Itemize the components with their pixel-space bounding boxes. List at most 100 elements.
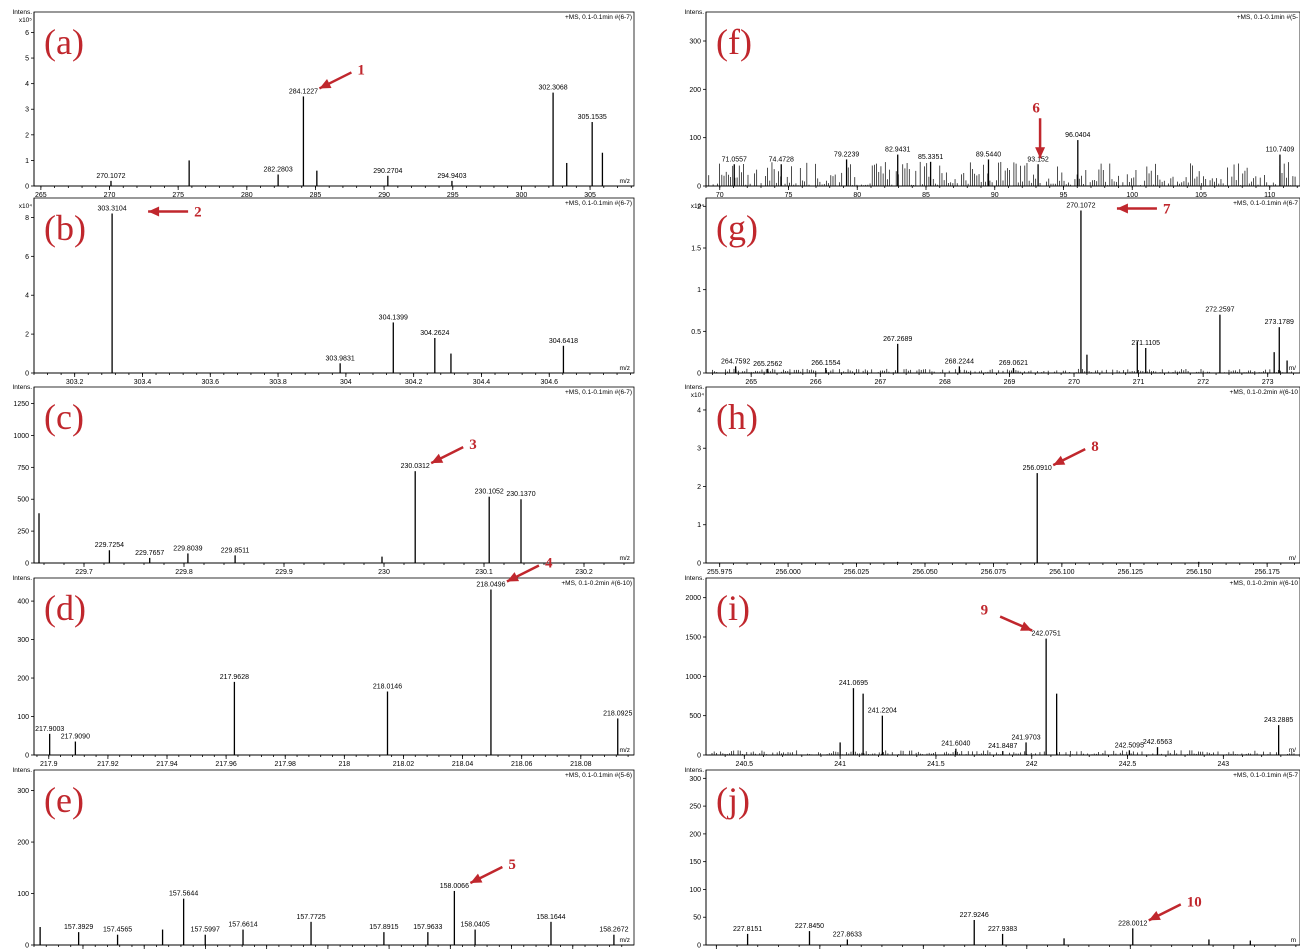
annotation-arrow: 1 bbox=[318, 62, 365, 90]
peak-label: 284.1227 bbox=[289, 88, 318, 95]
peak-label: 157.5997 bbox=[191, 927, 220, 934]
peak-label: 290.2704 bbox=[373, 168, 402, 175]
y-tick-label: 4 bbox=[697, 407, 701, 414]
x-tick-label: 304.6 bbox=[540, 379, 558, 386]
spectrum-panel-a: Intens.x10⁵ +MS, 0.1-0.1min #(6-7) 0 1 2 3 4 5 6… bbox=[12, 9, 635, 199]
y-tick-label: 2 bbox=[25, 132, 29, 139]
peak-label: 305.1535 bbox=[578, 114, 607, 121]
y-tick-label: 0 bbox=[697, 561, 701, 568]
peak-label: 158.0405 bbox=[461, 922, 490, 929]
x-tick-label: 218.08 bbox=[570, 761, 592, 768]
peak-label: 89.5440 bbox=[976, 151, 1001, 158]
y-tick-label: 300 bbox=[689, 39, 701, 46]
peak-label: 256.0910 bbox=[1023, 465, 1052, 472]
peak-label: 304.2624 bbox=[420, 330, 449, 337]
annotation-arrow: 2 bbox=[148, 205, 202, 221]
y-tick-label: 1000 bbox=[685, 674, 701, 681]
y-tick-label: 250 bbox=[17, 529, 29, 536]
y-tick-label: 2000 bbox=[685, 595, 701, 602]
spectrum-panel-g: x10⁴ +MS, 0.1-0.1min #(6-7 0 0.5 1 1.5 2 265 266… bbox=[691, 197, 1300, 386]
spectrum-panel-c: Intens. +MS, 0.1-0.1min #(6-7) 0 250 500 750 1… bbox=[12, 384, 635, 576]
y-tick-label: 0 bbox=[697, 371, 701, 378]
arrow-number: 5 bbox=[508, 857, 515, 873]
arrow-head bbox=[431, 453, 444, 464]
x-tick-label: 70 bbox=[716, 192, 724, 199]
peak-label: 85.3351 bbox=[918, 154, 943, 161]
x-tick-label: 303.4 bbox=[134, 379, 152, 386]
arrow-head bbox=[319, 79, 332, 89]
x-tick-label: 75 bbox=[785, 192, 793, 199]
x-tick-label: 217.98 bbox=[275, 761, 297, 768]
peak-label: 243.2885 bbox=[1264, 717, 1293, 724]
spectrum-panel-i: Intens. +MS, 0.1-0.2min #(6-10 0 500 1000 150… bbox=[684, 575, 1300, 768]
scan-label: +MS, 0.1-0.2min #(6-10 bbox=[1230, 389, 1299, 396]
arrow-number: 8 bbox=[1091, 439, 1099, 455]
peak-label: 230.0312 bbox=[401, 463, 430, 470]
scan-label: +MS, 0.1-0.1min #(6-7) bbox=[565, 200, 632, 207]
y-tick-label: 200 bbox=[17, 840, 29, 847]
x-tick-label: 256.075 bbox=[981, 569, 1006, 576]
peak-label: 217.9090 bbox=[61, 734, 90, 741]
peak-label: 82.9431 bbox=[885, 147, 910, 154]
x-tick-label: 110 bbox=[1264, 192, 1275, 199]
y-tick-label: 1250 bbox=[13, 401, 29, 408]
x-tick-label: 300 bbox=[516, 192, 528, 199]
y-tick-label: 1.5 bbox=[691, 246, 701, 253]
scan-label: +MS, 0.1-0.1min #(5-6) bbox=[565, 772, 632, 779]
x-tick-label: 275 bbox=[172, 192, 184, 199]
panel-letter: (e) bbox=[44, 780, 84, 820]
x-tick-label: 241 bbox=[834, 761, 846, 768]
peak-label: 227.8450 bbox=[795, 923, 824, 930]
x-tick-label: 304 bbox=[340, 379, 352, 386]
peak-label: 79.2239 bbox=[834, 151, 859, 158]
spectrum-panel-f: Intens. +MS, 0.1-0.1min #(5- 0 100 200 300 70 7… bbox=[684, 9, 1300, 199]
peak-label: 268.2244 bbox=[945, 358, 974, 365]
y-tick-label: 0 bbox=[25, 184, 29, 191]
plot-frame bbox=[705, 197, 1300, 374]
y-tick-label: 0 bbox=[697, 184, 701, 191]
y-axis-title: Intens. bbox=[12, 767, 32, 774]
y-axis-exponent: x10⁴ bbox=[19, 203, 32, 210]
peak-label: 272.2597 bbox=[1205, 307, 1234, 314]
y-tick-label: 200 bbox=[689, 87, 701, 94]
scan-label: +MS, 0.1-0.1min #(5- bbox=[1237, 14, 1298, 21]
x-tick-label: 240.5 bbox=[736, 761, 754, 768]
arrow-head bbox=[148, 206, 160, 217]
x-tick-label: 280 bbox=[241, 192, 253, 199]
x-axis-title: m/z bbox=[620, 178, 630, 185]
peak-label: 227.8151 bbox=[733, 926, 762, 933]
y-tick-label: 1 bbox=[25, 158, 29, 165]
y-tick-label: 150 bbox=[689, 859, 701, 866]
plot-frame bbox=[705, 769, 1300, 946]
x-tick-label: 269 bbox=[1004, 379, 1016, 386]
annotation-arrow: 10 bbox=[1148, 894, 1202, 922]
y-tick-label: 0 bbox=[25, 753, 29, 760]
arrow-number: 2 bbox=[194, 205, 202, 221]
x-tick-label: 217.9 bbox=[40, 761, 58, 768]
panel-letter: (g) bbox=[716, 208, 758, 248]
peak-label: 242.6563 bbox=[1143, 739, 1172, 746]
x-tick-label: 270 bbox=[104, 192, 116, 199]
y-tick-label: 2 bbox=[25, 332, 29, 339]
arrow-head bbox=[506, 572, 520, 582]
scan-label: +MS, 0.1-0.1min #(6-7) bbox=[565, 389, 632, 396]
arrow-number: 1 bbox=[357, 62, 365, 78]
peak-label: 158.2672 bbox=[599, 927, 628, 934]
arrow-number: 9 bbox=[981, 603, 989, 619]
panel-letter: (f) bbox=[716, 22, 752, 62]
x-tick-label: 256.175 bbox=[1254, 569, 1279, 576]
panel-letter: (i) bbox=[716, 588, 750, 628]
x-tick-label: 272 bbox=[1197, 379, 1209, 386]
x-tick-label: 305 bbox=[584, 192, 596, 199]
peak-label: 110.7409 bbox=[1266, 147, 1295, 154]
spectrum-panel-d: Intens. +MS, 0.1-0.2min #(6-10) 0 100 200 300… bbox=[12, 556, 635, 768]
y-axis-exponent: x10⁵ bbox=[19, 17, 32, 24]
y-tick-label: 1 bbox=[697, 287, 701, 294]
annotation-arrow: 6 bbox=[1032, 100, 1046, 159]
arrow-number: 7 bbox=[1163, 202, 1171, 218]
x-tick-label: 95 bbox=[1060, 192, 1068, 199]
x-tick-label: 303.2 bbox=[66, 379, 84, 386]
x-tick-label: 265 bbox=[745, 379, 757, 386]
peak-label: 158.1644 bbox=[536, 914, 565, 921]
y-axis-title: Intens. bbox=[684, 575, 704, 582]
